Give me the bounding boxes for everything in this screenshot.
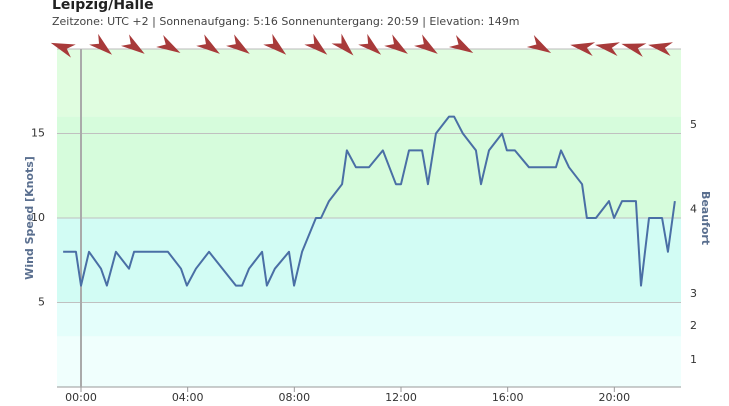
x-tick-label: 04:00 — [172, 391, 204, 404]
x-tick-label: 08:00 — [278, 391, 310, 404]
y2-axis-label: Beaufort — [699, 191, 712, 245]
wind-arrow — [384, 34, 408, 54]
y2-tick-label: 5 — [690, 118, 697, 131]
band — [57, 336, 681, 387]
band — [57, 49, 681, 117]
y-axis-label: Wind Speed [Knots] — [23, 156, 36, 280]
chart-subtitle: Zeitzone: UTC +2 | Sonnenaufgang: 5:16 S… — [52, 15, 519, 28]
wind-arrow — [648, 42, 673, 56]
wind-arrow — [226, 34, 250, 54]
x-tick-label: 00:00 — [65, 391, 97, 404]
band — [57, 302, 681, 337]
y-tick-label: 10 — [31, 211, 45, 224]
y2-tick-label: 2 — [690, 319, 697, 332]
wind-arrow — [304, 33, 328, 55]
y2-tick-label: 4 — [690, 203, 697, 216]
wind-arrow — [448, 34, 474, 53]
wind-arrow — [121, 34, 145, 54]
wind-arrow — [50, 42, 76, 58]
wind-arrow — [595, 42, 620, 56]
x-tick-label: 20:00 — [598, 391, 630, 404]
y-tick-label: 5 — [38, 296, 45, 309]
wind-arrow — [331, 33, 354, 56]
wind-arrow — [570, 42, 596, 56]
chart-title: Leipzig/Halle — [52, 0, 154, 13]
wind-speed-line — [63, 115, 676, 287]
y-tick-label: 15 — [31, 127, 45, 140]
wind-arrow — [414, 34, 438, 54]
x-tick-label: 12:00 — [385, 391, 417, 404]
wind-arrow — [526, 34, 552, 53]
band — [57, 218, 681, 303]
wind-arrow — [621, 43, 647, 57]
y2-tick-label: 3 — [690, 287, 697, 300]
x-tick-label: 16:00 — [492, 391, 524, 404]
wind-arrow — [156, 34, 181, 53]
wind-arrow — [196, 34, 220, 54]
wind-arrow — [89, 33, 113, 55]
y2-tick-label: 1 — [690, 353, 697, 366]
wind-arrow — [358, 33, 382, 55]
wind-arrow — [263, 33, 287, 55]
